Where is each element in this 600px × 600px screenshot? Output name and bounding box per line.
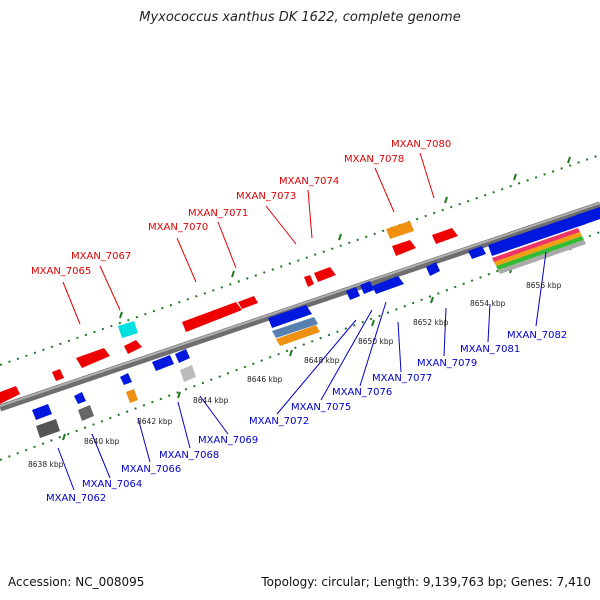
- gene-block: [32, 404, 52, 420]
- gene-block: [124, 340, 142, 354]
- gene-block: [386, 221, 414, 239]
- gene-block: [182, 302, 242, 332]
- bottom-gene-labels: MXAN_7062 MXAN_7064 MXAN_7066 MXAN_7068 …: [46, 330, 567, 504]
- bottom-leader-lines: [57, 251, 547, 491]
- genome-backbone: [0, 201, 600, 412]
- gene-block: [276, 325, 320, 346]
- gene-block: [238, 296, 258, 309]
- kbp-label: 8644 kbp: [193, 396, 229, 405]
- gene-block: [120, 373, 132, 385]
- gene-label: MXAN_7073: [236, 191, 296, 202]
- gene-label: MXAN_7065: [31, 266, 91, 277]
- gene-block: [392, 240, 416, 256]
- kbp-label: 8656 kbp: [526, 281, 562, 290]
- gene-block: [180, 365, 196, 382]
- gene-label: MXAN_7062: [46, 493, 106, 504]
- gene-label: MXAN_7068: [159, 450, 219, 461]
- gene-label: MXAN_7078: [344, 154, 404, 165]
- gene-block: [118, 321, 138, 338]
- kbp-label: 8638 kbp: [28, 460, 64, 469]
- gene-block: [346, 287, 360, 300]
- gene-block: [52, 369, 64, 381]
- gene-block: [76, 348, 110, 368]
- gene-label: MXAN_7077: [372, 373, 432, 384]
- accession-text: Accession: NC_008095: [8, 575, 145, 589]
- gene-block: [268, 305, 312, 328]
- gene-block: [576, 207, 600, 226]
- gene-label: MXAN_7081: [460, 344, 520, 355]
- gene-block: [360, 281, 374, 294]
- gene-label: MXAN_7070: [148, 222, 208, 233]
- gene-label: MXAN_7072: [249, 416, 309, 427]
- kbp-label: 8650 kbp: [358, 337, 394, 346]
- gene-block: [314, 267, 336, 282]
- gene-label: MXAN_7080: [391, 139, 451, 150]
- gene-block: [468, 246, 486, 259]
- gene-label: MXAN_7082: [507, 330, 567, 341]
- gene-block: [432, 228, 458, 244]
- upper-major-ticks: [119, 156, 571, 319]
- gene-block: [426, 262, 440, 276]
- gene-label: MXAN_7067: [71, 251, 131, 262]
- gene-block: [372, 276, 404, 294]
- kbp-label: 8646 kbp: [247, 375, 283, 384]
- gene-block: [488, 214, 586, 256]
- gene-block: [126, 389, 138, 403]
- gene-block: [304, 275, 314, 287]
- forward-genes: [0, 221, 458, 404]
- gene-label: MXAN_7079: [417, 358, 477, 369]
- topology-text: Topology: circular; Length: 9,139,763 bp…: [261, 575, 591, 589]
- gene-label: MXAN_7076: [332, 387, 392, 398]
- gene-block: [175, 349, 190, 363]
- top-leader-lines: [62, 152, 435, 325]
- gene-label: MXAN_7074: [279, 176, 339, 187]
- gene-block: [78, 405, 94, 421]
- gene-block: [36, 419, 60, 438]
- gene-label: MXAN_7064: [82, 479, 142, 490]
- gene-label: MXAN_7066: [121, 464, 181, 475]
- kbp-label: 8642 kbp: [137, 417, 173, 426]
- reverse-genes: [32, 207, 600, 438]
- gene-label: MXAN_7075: [291, 402, 351, 413]
- genome-title: Myxococcus xanthus DK 1622, complete gen…: [139, 10, 461, 25]
- gene-block: [272, 317, 318, 338]
- kbp-label: 8648 kbp: [304, 356, 340, 365]
- gene-block: [152, 355, 174, 371]
- gene-label: MXAN_7071: [188, 208, 248, 219]
- kbp-label: 8640 kbp: [84, 437, 120, 446]
- top-gene-labels: MXAN_7065 MXAN_7067 MXAN_7070 MXAN_7071 …: [31, 139, 451, 277]
- kbp-label: 8654 kbp: [470, 299, 506, 308]
- gene-label: MXAN_7069: [198, 435, 258, 446]
- kbp-label: 8652 kbp: [413, 318, 449, 327]
- gene-block: [0, 386, 20, 404]
- gene-block: [74, 392, 86, 404]
- kbp-scale-labels: 8638 kbp 8640 kbp 8642 kbp 8644 kbp 8646…: [28, 281, 562, 469]
